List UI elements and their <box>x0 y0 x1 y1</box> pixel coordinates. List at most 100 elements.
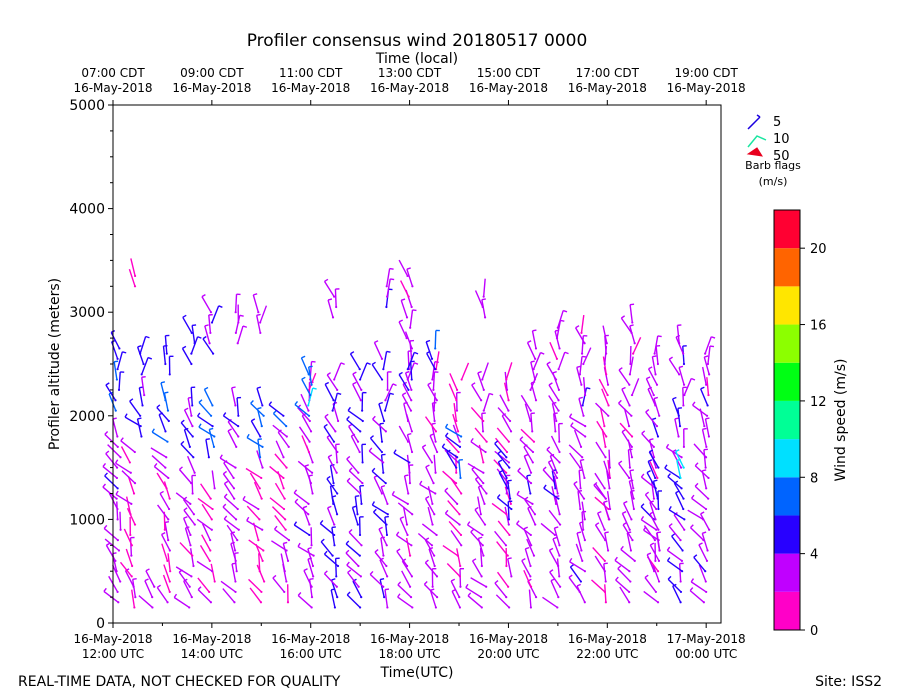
barb-feather <box>102 463 107 468</box>
barb-staff <box>628 481 635 499</box>
barb-staff <box>157 504 169 520</box>
barb-base <box>130 502 133 505</box>
x-tick-time: 22:00 UTC <box>576 647 638 661</box>
barb-base <box>604 497 607 500</box>
barb-base <box>212 445 216 448</box>
barb-staff <box>578 470 582 489</box>
wind-barb <box>222 588 236 604</box>
wind-barb <box>403 474 410 495</box>
barb-staff <box>406 268 414 287</box>
barb-base <box>166 409 170 412</box>
wind-barb <box>294 498 310 516</box>
wind-barb <box>125 496 132 516</box>
wind-barb <box>349 351 361 371</box>
wind-barb <box>547 459 559 480</box>
barb-staff <box>329 485 334 504</box>
barb-base <box>507 440 510 443</box>
wind-barb <box>575 543 584 562</box>
wind-barb <box>496 541 509 557</box>
barb-staff <box>424 539 435 557</box>
barb-staff <box>268 404 284 417</box>
wind-barb <box>308 578 314 599</box>
wind-barb <box>234 293 241 314</box>
barb-feather <box>516 520 520 525</box>
barb-feather <box>396 548 401 552</box>
barb-staff <box>694 485 709 500</box>
barb-staff <box>398 374 410 391</box>
barb-base <box>632 497 635 500</box>
wind-barb <box>162 574 171 594</box>
barb-staff <box>434 330 437 349</box>
barb-legend-entry: 10 <box>747 132 790 148</box>
wind-barb <box>548 547 560 568</box>
wind-barb <box>417 532 434 547</box>
barb-base <box>191 404 194 407</box>
barb-staff <box>602 325 608 344</box>
barb-staff <box>470 577 487 588</box>
wind-barb <box>346 455 360 474</box>
barb-base <box>652 393 655 397</box>
barb-base <box>336 596 339 599</box>
barb-staff <box>678 367 685 385</box>
barb-feather <box>106 542 111 546</box>
barb-base <box>531 502 534 505</box>
barb-feather <box>120 437 124 442</box>
barb-staff <box>581 511 584 530</box>
barb-feather <box>402 392 407 396</box>
barb-base <box>234 580 237 583</box>
barb-staff <box>706 377 710 396</box>
barb-base <box>434 606 437 609</box>
barb-staff <box>582 377 586 396</box>
barb-base <box>529 564 532 568</box>
barb-base <box>134 596 137 599</box>
barb-feather <box>519 436 524 441</box>
barb-base <box>505 471 508 474</box>
barb-staff <box>693 556 706 572</box>
barb-feather <box>103 524 108 529</box>
barb-feather <box>586 387 591 390</box>
wind-barb <box>569 564 583 583</box>
barb-feather <box>352 381 357 385</box>
barb-feather <box>390 278 395 281</box>
barb-feather <box>554 526 559 529</box>
barb-staff <box>576 532 583 551</box>
barb-feather <box>640 516 645 521</box>
barb-base <box>213 487 216 490</box>
barb-base <box>191 435 194 438</box>
barb-staff <box>256 564 265 582</box>
barb-staff <box>672 585 682 603</box>
barb-feather <box>668 523 673 527</box>
barb-feather <box>197 586 202 591</box>
wind-barb <box>203 386 214 407</box>
wind-barb <box>384 515 389 537</box>
barb-staff <box>400 300 408 318</box>
wind-barb <box>402 506 409 526</box>
barb-base <box>558 554 561 557</box>
wind-barb <box>181 345 193 366</box>
barb-feather <box>646 552 652 556</box>
barb-feather <box>564 351 569 355</box>
top-tick-date: 16-May-2018 <box>271 81 350 95</box>
barb-base <box>282 507 286 511</box>
barb-staff <box>406 454 411 473</box>
barb-staff <box>652 564 660 582</box>
barb-staff <box>442 545 459 557</box>
barb-base <box>628 404 631 407</box>
wind-barb <box>618 460 631 480</box>
wind-barb <box>594 472 606 490</box>
barb-base <box>705 590 708 594</box>
barb-base <box>237 414 240 417</box>
barb-base <box>505 596 508 599</box>
barb-feather <box>391 490 395 496</box>
barb-base <box>309 430 313 433</box>
barb-staff <box>105 384 117 401</box>
barb-feather <box>542 466 547 471</box>
barb-staff <box>671 398 680 417</box>
barb-feather <box>141 376 146 378</box>
barb-feather <box>675 449 680 453</box>
barb-base <box>655 425 659 428</box>
wind-barb <box>223 493 239 511</box>
wind-barb <box>470 528 484 547</box>
barb-base <box>704 352 707 355</box>
barb-base <box>333 378 336 381</box>
